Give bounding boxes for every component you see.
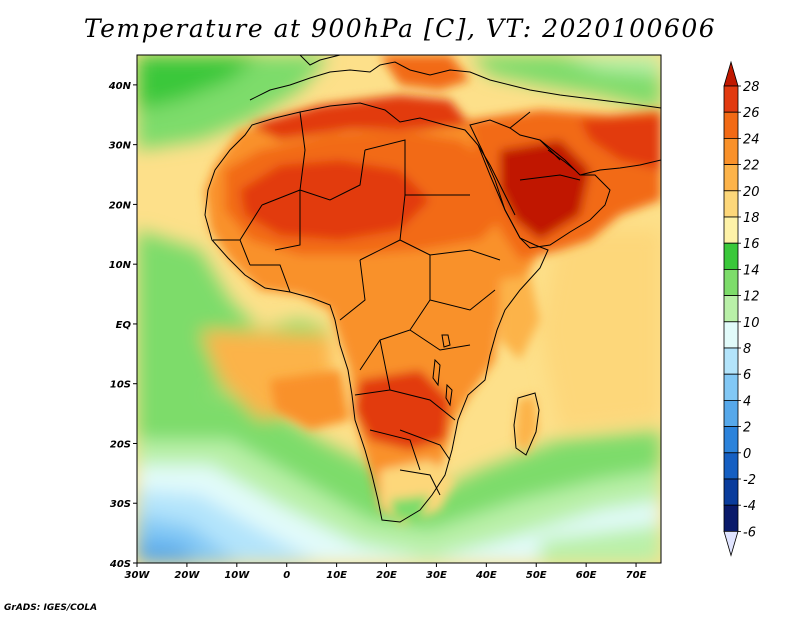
colorbar-segment xyxy=(723,295,739,323)
temperature-field xyxy=(137,55,661,563)
longitude-axis: 30W 20W 10W 0 10E 20E 30E 40E 50E 60E 70E xyxy=(125,563,647,581)
colorbar-label: 6 xyxy=(743,368,751,383)
colorbar-segment xyxy=(723,190,739,218)
colorbar-top-arrow xyxy=(723,60,739,87)
lat-tick-label: 10S xyxy=(110,380,131,391)
colorbar-label: 0 xyxy=(743,447,751,462)
lat-tick-label: 30N xyxy=(109,141,132,152)
colorbar-segment xyxy=(723,242,739,270)
lat-tick-label: 30S xyxy=(110,499,131,510)
lon-tick-label: 0 xyxy=(283,570,290,581)
colorbar-label: -6 xyxy=(743,525,756,540)
colorbar-label: 20 xyxy=(743,185,760,200)
lon-tick-label: 30W xyxy=(125,570,151,581)
coastlines xyxy=(204,55,661,523)
colorbar-label: 18 xyxy=(743,211,760,226)
colorbar-segment xyxy=(723,321,739,349)
lon-tick-label: 40E xyxy=(475,570,497,581)
latitude-axis: 40N 30N 20N 10N EQ 10S 20S 30S 40S xyxy=(108,81,137,570)
grads-credit: GrADS: IGES/COLA xyxy=(4,603,98,613)
colorbar-label: 2 xyxy=(743,421,751,436)
colorbar-label: -2 xyxy=(743,473,756,488)
plot-frame xyxy=(136,54,662,564)
colorbar-segment xyxy=(723,426,739,454)
lat-tick-label: 40N xyxy=(108,81,132,92)
colorbar-label: 26 xyxy=(743,106,760,121)
colorbar-segment xyxy=(723,399,739,427)
lon-tick-label: 60E xyxy=(576,570,597,581)
lon-tick-label: 10E xyxy=(326,570,347,581)
colorbar-segment xyxy=(723,216,739,244)
colorbar-segment xyxy=(723,478,739,506)
colorbar-segment xyxy=(723,111,739,139)
lat-tick-label: 20S xyxy=(110,439,131,450)
colorbar-segment xyxy=(723,85,739,113)
colorbar-label: 14 xyxy=(743,263,760,278)
chart-title: Temperature at 900hPa [C], VT: 202010060… xyxy=(83,14,717,43)
lat-tick-label: 40S xyxy=(109,559,131,570)
lon-tick-label: 20W xyxy=(174,570,200,581)
colorbar-label: 4 xyxy=(743,394,751,409)
colorbar-label: 16 xyxy=(743,237,760,252)
colorbar-segment xyxy=(723,452,739,480)
lon-tick-label: 50E xyxy=(526,570,547,581)
colorbar-label: 24 xyxy=(743,132,760,147)
lon-tick-label: 10W xyxy=(224,570,250,581)
colorbar-label: -4 xyxy=(743,499,756,514)
colorbar-label: 8 xyxy=(743,342,751,357)
colorbar-segment xyxy=(723,164,739,192)
colorbar-segment xyxy=(723,137,739,165)
lon-tick-label: 20E xyxy=(376,570,397,581)
colorbar-segment xyxy=(723,373,739,401)
colorbar-segment xyxy=(723,504,739,532)
lon-tick-label: 30E xyxy=(426,570,447,581)
colorbar-label: 12 xyxy=(743,290,760,305)
lat-tick-label: EQ xyxy=(116,320,132,331)
lat-tick-label: 10N xyxy=(109,260,132,271)
colorbar-bottom-arrow xyxy=(723,531,739,557)
madagascar-coastline xyxy=(513,392,540,456)
colorbar-segment xyxy=(723,268,739,296)
lon-tick-label: 70E xyxy=(626,570,647,581)
colorbar-label: 10 xyxy=(743,316,760,331)
colorbar-label: 22 xyxy=(743,159,760,174)
europe-coastline xyxy=(249,61,661,109)
arabia-coastline xyxy=(469,119,611,249)
lat-tick-label: 20N xyxy=(109,200,132,211)
africa-coastline xyxy=(204,102,549,523)
colorbar-segment xyxy=(723,347,739,375)
colorbar-label: 28 xyxy=(743,80,760,95)
